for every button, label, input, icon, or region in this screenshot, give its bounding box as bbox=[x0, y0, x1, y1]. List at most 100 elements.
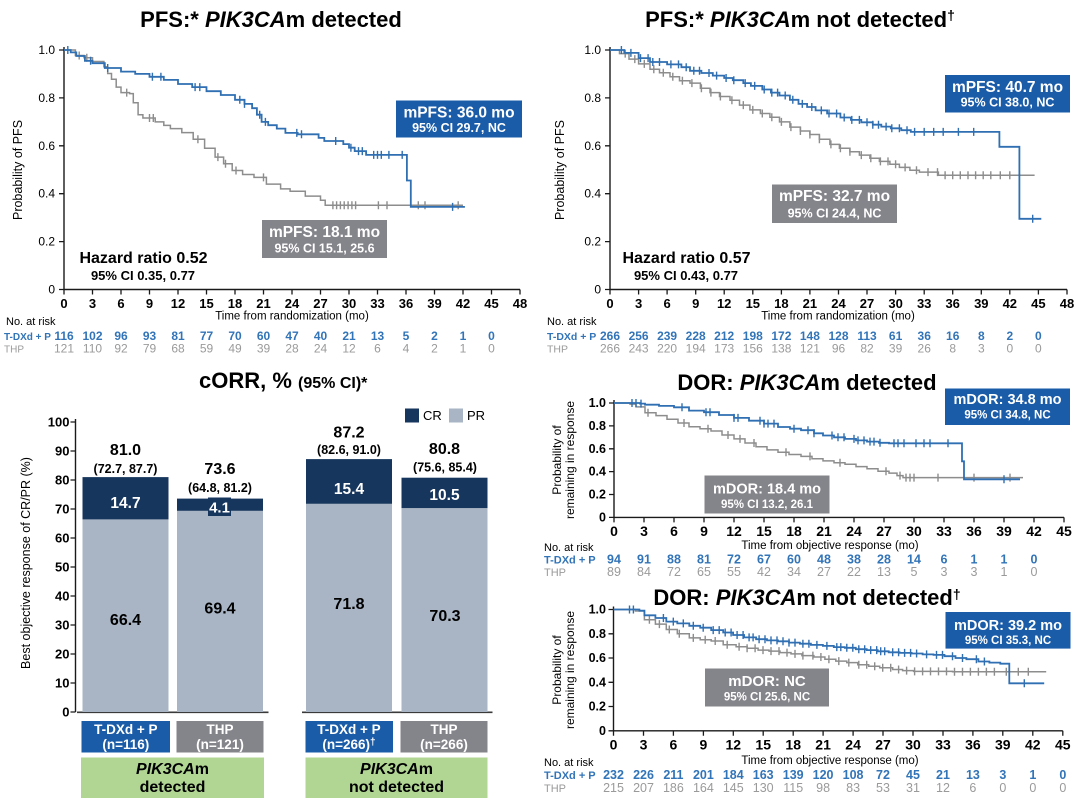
svg-text:39: 39 bbox=[427, 296, 441, 311]
svg-text:256: 256 bbox=[629, 329, 649, 343]
svg-text:61: 61 bbox=[889, 329, 903, 343]
svg-text:6: 6 bbox=[670, 523, 678, 539]
svg-text:3: 3 bbox=[640, 736, 648, 752]
svg-text:33: 33 bbox=[370, 296, 384, 311]
svg-text:100: 100 bbox=[48, 415, 70, 430]
svg-text:95% CI 25.6, NC: 95% CI 25.6, NC bbox=[724, 691, 810, 703]
svg-text:Hazard ratio 0.52: Hazard ratio 0.52 bbox=[79, 250, 207, 267]
svg-text:65: 65 bbox=[697, 565, 711, 579]
svg-text:243: 243 bbox=[629, 342, 649, 356]
svg-text:mPFS: 36.0 mo: mPFS: 36.0 mo bbox=[403, 105, 514, 122]
svg-text:36: 36 bbox=[918, 329, 932, 343]
svg-text:6: 6 bbox=[374, 342, 381, 356]
svg-text:138: 138 bbox=[771, 342, 791, 356]
svg-text:27: 27 bbox=[313, 296, 327, 311]
svg-text:92: 92 bbox=[114, 342, 128, 356]
svg-text:102: 102 bbox=[82, 329, 102, 343]
svg-text:0: 0 bbox=[1006, 342, 1013, 356]
svg-text:77: 77 bbox=[200, 329, 214, 343]
svg-text:21: 21 bbox=[803, 296, 817, 311]
svg-text:12: 12 bbox=[726, 736, 742, 752]
svg-text:88: 88 bbox=[667, 553, 681, 567]
svg-text:2: 2 bbox=[1006, 329, 1013, 343]
svg-text:0.2: 0.2 bbox=[589, 700, 606, 714]
svg-text:121: 121 bbox=[54, 342, 74, 356]
svg-text:PFS:* PIK3CAm detected: PFS:* PIK3CAm detected bbox=[140, 7, 402, 32]
svg-text:194: 194 bbox=[686, 342, 706, 356]
svg-text:96: 96 bbox=[832, 342, 846, 356]
svg-text:9: 9 bbox=[692, 296, 699, 311]
svg-text:No. at risk: No. at risk bbox=[6, 316, 56, 328]
svg-text:90: 90 bbox=[55, 444, 69, 459]
svg-text:31: 31 bbox=[906, 781, 920, 795]
svg-text:93: 93 bbox=[143, 329, 157, 343]
svg-text:95% CI 34.8, NC: 95% CI 34.8, NC bbox=[964, 410, 1050, 422]
svg-text:24: 24 bbox=[831, 296, 846, 311]
svg-text:232: 232 bbox=[603, 768, 624, 782]
svg-text:72: 72 bbox=[876, 768, 890, 782]
svg-text:128: 128 bbox=[828, 329, 848, 343]
svg-text:THP: THP bbox=[544, 783, 566, 795]
svg-text:163: 163 bbox=[753, 768, 774, 782]
svg-text:Time from objective response (: Time from objective response (mo) bbox=[741, 755, 918, 767]
svg-text:0: 0 bbox=[610, 736, 618, 752]
svg-text:184: 184 bbox=[723, 768, 744, 782]
svg-text:120: 120 bbox=[813, 768, 834, 782]
svg-text:42: 42 bbox=[1025, 736, 1041, 752]
svg-text:27: 27 bbox=[875, 736, 891, 752]
svg-text:15: 15 bbox=[746, 296, 760, 311]
svg-text:201: 201 bbox=[693, 768, 714, 782]
svg-text:207: 207 bbox=[633, 781, 654, 795]
svg-text:67: 67 bbox=[757, 553, 771, 567]
svg-text:186: 186 bbox=[663, 781, 684, 795]
svg-text:0: 0 bbox=[1059, 781, 1066, 795]
svg-text:(n=266): (n=266) bbox=[420, 737, 468, 752]
svg-text:THP: THP bbox=[547, 344, 568, 356]
svg-text:6: 6 bbox=[941, 553, 948, 567]
svg-text:mDOR: 34.8 mo: mDOR: 34.8 mo bbox=[954, 392, 1062, 408]
svg-text:12: 12 bbox=[717, 296, 731, 311]
svg-text:68: 68 bbox=[171, 342, 185, 356]
svg-text:72: 72 bbox=[727, 553, 741, 567]
svg-text:mDOR: 18.4 mo: mDOR: 18.4 mo bbox=[713, 482, 821, 498]
svg-text:1.0: 1.0 bbox=[38, 43, 55, 57]
svg-text:60: 60 bbox=[787, 553, 801, 567]
svg-text:(75.6, 85.4): (75.6, 85.4) bbox=[413, 461, 477, 475]
svg-text:1: 1 bbox=[460, 329, 467, 343]
svg-text:95% CI 0.35, 0.77: 95% CI 0.35, 0.77 bbox=[91, 268, 195, 283]
svg-text:33: 33 bbox=[935, 736, 951, 752]
svg-text:80.8: 80.8 bbox=[429, 441, 460, 458]
svg-text:1.0: 1.0 bbox=[589, 396, 606, 410]
svg-text:9: 9 bbox=[146, 296, 153, 311]
svg-text:42: 42 bbox=[456, 296, 470, 311]
svg-text:81: 81 bbox=[697, 553, 711, 567]
svg-text:3: 3 bbox=[971, 565, 978, 579]
svg-text:3: 3 bbox=[640, 523, 648, 539]
svg-text:113: 113 bbox=[857, 329, 877, 343]
svg-text:9: 9 bbox=[700, 523, 708, 539]
svg-text:1: 1 bbox=[1001, 565, 1008, 579]
svg-text:Time from randomization (mo): Time from randomization (mo) bbox=[761, 311, 915, 323]
svg-text:No. at risk: No. at risk bbox=[544, 542, 594, 554]
svg-text:0: 0 bbox=[488, 329, 495, 343]
svg-text:4.1: 4.1 bbox=[209, 500, 230, 517]
svg-text:Probability of: Probability of bbox=[550, 635, 564, 705]
svg-text:30: 30 bbox=[55, 618, 69, 633]
svg-text:1.0: 1.0 bbox=[584, 43, 601, 57]
svg-text:13: 13 bbox=[371, 329, 385, 343]
svg-text:96: 96 bbox=[114, 329, 128, 343]
svg-text:Best objective response of CR/: Best objective response of CR/PR (%) bbox=[19, 457, 33, 669]
svg-text:148: 148 bbox=[800, 329, 820, 343]
svg-text:40: 40 bbox=[55, 589, 69, 604]
svg-text:0: 0 bbox=[606, 296, 613, 311]
svg-text:95% CI 38.0, NC: 95% CI 38.0, NC bbox=[961, 96, 1055, 110]
svg-text:116: 116 bbox=[54, 329, 74, 343]
svg-text:(n=116): (n=116) bbox=[102, 737, 149, 752]
svg-text:0.6: 0.6 bbox=[589, 651, 606, 665]
svg-text:0: 0 bbox=[60, 296, 67, 311]
svg-text:1: 1 bbox=[1029, 768, 1036, 782]
svg-text:THP: THP bbox=[4, 345, 24, 356]
svg-text:T-DXd + P: T-DXd + P bbox=[547, 331, 596, 343]
svg-text:121: 121 bbox=[800, 342, 820, 356]
svg-text:84: 84 bbox=[637, 565, 651, 579]
